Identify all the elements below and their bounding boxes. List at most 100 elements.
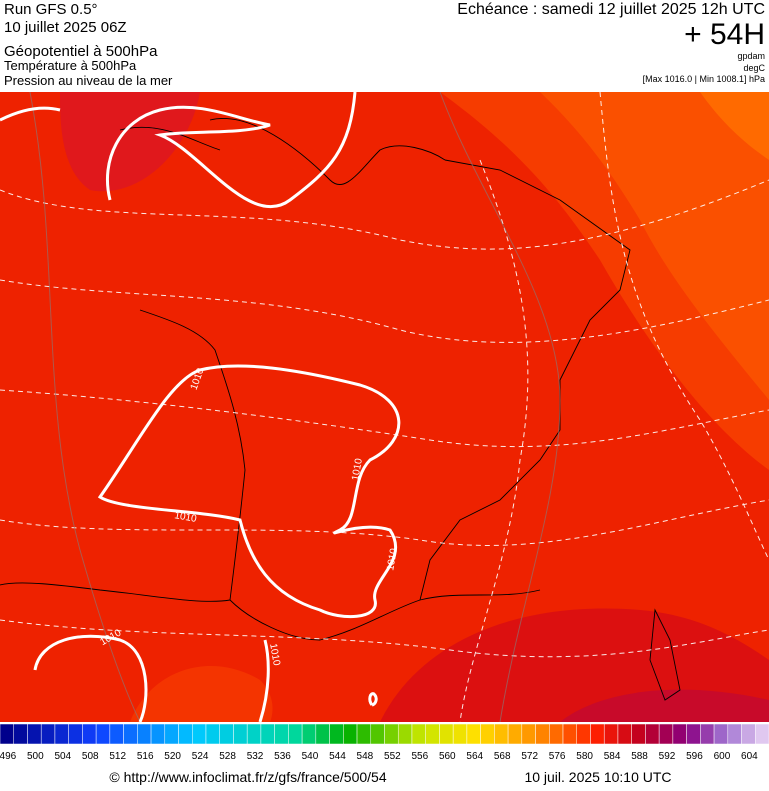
scale-label: 548 bbox=[357, 751, 374, 762]
scale-swatch bbox=[109, 723, 124, 745]
scale-swatch bbox=[178, 723, 193, 745]
field-zone bbox=[700, 92, 769, 160]
scale-swatch bbox=[507, 723, 523, 745]
scale-swatch bbox=[576, 723, 591, 745]
scale-label: 504 bbox=[54, 751, 71, 762]
scale-swatch bbox=[164, 723, 179, 745]
scale-label: 576 bbox=[549, 751, 566, 762]
scale-swatch bbox=[192, 723, 207, 745]
scale-label: 516 bbox=[137, 751, 154, 762]
field-2: Température à 500hPa bbox=[4, 58, 137, 73]
scale-label: 520 bbox=[164, 751, 181, 762]
issue-date: 10 juil. 2025 10:10 UTC bbox=[524, 769, 671, 785]
scale-swatch bbox=[439, 723, 454, 745]
scale-label: 508 bbox=[82, 751, 99, 762]
scale-label: 596 bbox=[686, 751, 703, 762]
scale-label: 512 bbox=[109, 751, 126, 762]
scale-swatch bbox=[535, 723, 550, 745]
scale-label: 528 bbox=[219, 751, 236, 762]
scale-swatch bbox=[219, 723, 234, 745]
scale-swatch bbox=[150, 723, 166, 745]
scale-label: 544 bbox=[329, 751, 346, 762]
scale-label: 496 bbox=[0, 751, 17, 762]
scale-swatch bbox=[82, 723, 97, 745]
scale-swatch bbox=[645, 723, 660, 745]
temperature-contours bbox=[0, 92, 769, 722]
color-scale: 496 500 504 508 512 516 520 524 528 532 536 540 544 5… bbox=[0, 723, 769, 762]
unit-gpdam: gpdam bbox=[737, 51, 765, 61]
scale-swatch bbox=[686, 723, 701, 745]
scale-label: 604 bbox=[741, 751, 758, 762]
scale-swatch bbox=[315, 723, 330, 745]
unit-degc: degC bbox=[743, 63, 765, 73]
scale-swatch bbox=[480, 723, 495, 745]
scale-swatch bbox=[123, 723, 138, 745]
scale-swatch bbox=[549, 723, 564, 745]
scale-swatch bbox=[356, 723, 372, 745]
contour-label: 1010 bbox=[267, 643, 282, 667]
field-1: Géopotentiel à 500hPa bbox=[4, 43, 158, 60]
scale-label: 536 bbox=[274, 751, 291, 762]
scale-swatch bbox=[301, 723, 317, 745]
run-date: 10 juillet 2025 06Z bbox=[4, 19, 127, 36]
scale-swatch bbox=[27, 723, 42, 745]
scale-swatch bbox=[68, 723, 83, 745]
scale-swatch bbox=[727, 723, 742, 745]
scale-swatch bbox=[40, 723, 56, 745]
lead-time: + 54H bbox=[684, 18, 765, 51]
scale-swatch bbox=[397, 723, 413, 745]
contour-label: 1010 bbox=[385, 547, 400, 571]
scale-label: 560 bbox=[439, 751, 456, 762]
contour-label: 1010 bbox=[174, 510, 198, 525]
scale-swatch bbox=[494, 723, 509, 745]
scale-swatch bbox=[246, 723, 262, 745]
scale-swatch bbox=[425, 723, 440, 745]
scale-label: 584 bbox=[604, 751, 621, 762]
scale-swatch bbox=[466, 723, 481, 745]
scale-swatch bbox=[13, 723, 28, 745]
field-zone bbox=[60, 92, 200, 192]
scale-swatch bbox=[590, 723, 605, 745]
scale-label: 580 bbox=[576, 751, 593, 762]
scale-swatch bbox=[260, 723, 275, 745]
geopotential-contours bbox=[29, 92, 561, 722]
scale-swatch bbox=[233, 723, 248, 745]
scale-swatch bbox=[521, 723, 536, 745]
scale-label: 500 bbox=[27, 751, 44, 762]
scale-swatch bbox=[205, 723, 220, 745]
scale-label: 588 bbox=[631, 751, 648, 762]
field-zone bbox=[540, 92, 769, 400]
scale-swatch bbox=[54, 723, 69, 745]
scale-swatch bbox=[617, 723, 632, 745]
contour-label: 1010 bbox=[350, 457, 365, 481]
scale-label: 540 bbox=[302, 751, 319, 762]
scale-swatch bbox=[672, 723, 687, 745]
scale-label: 572 bbox=[521, 751, 538, 762]
scale-swatch bbox=[0, 723, 14, 745]
scale-swatch bbox=[755, 723, 769, 745]
scale-swatch bbox=[658, 723, 674, 745]
scale-swatch bbox=[95, 723, 111, 745]
scale-label: 568 bbox=[494, 751, 511, 762]
scale-label: 564 bbox=[466, 751, 483, 762]
scale-swatch bbox=[562, 723, 578, 745]
scale-swatch bbox=[329, 723, 344, 745]
scale-swatch bbox=[603, 723, 619, 745]
pressure-range: [Max 1016.0 | Min 1008.1] hPa bbox=[643, 74, 765, 84]
scale-label: 532 bbox=[247, 751, 264, 762]
field-zone bbox=[130, 665, 273, 722]
scale-label: 556 bbox=[411, 751, 428, 762]
scale-label: 600 bbox=[714, 751, 731, 762]
isobars bbox=[0, 92, 401, 722]
scale-swatch bbox=[741, 723, 756, 745]
scale-swatch bbox=[343, 723, 358, 745]
scale-swatch bbox=[452, 723, 468, 745]
scale-swatch bbox=[137, 723, 152, 745]
scale-swatch bbox=[370, 723, 385, 745]
field-zone bbox=[560, 689, 769, 722]
scale-label: 592 bbox=[659, 751, 676, 762]
scale-swatch bbox=[411, 723, 426, 745]
